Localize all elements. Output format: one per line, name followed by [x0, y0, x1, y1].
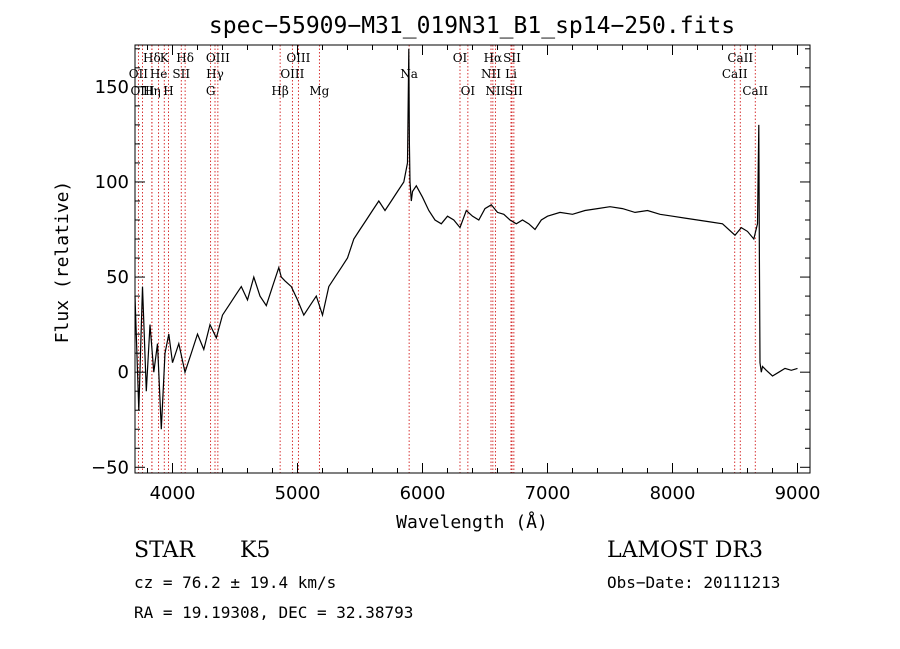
marker-label-3: K	[160, 51, 170, 65]
x-axis-label: Wavelength (Å)	[396, 511, 548, 533]
y-tick-label-3: 100	[95, 172, 129, 193]
marker-label-15: Mg	[309, 84, 329, 98]
survey-name: LAMOST DR3	[607, 538, 763, 563]
marker-label-4: He	[150, 67, 168, 81]
y-axis-label: Flux (relative)	[52, 181, 73, 344]
marker-label-21: NII	[481, 67, 501, 81]
marker-label-2: OIII	[130, 84, 154, 98]
y-tick-label-2: 50	[106, 267, 129, 288]
y-tick-label-1: 0	[118, 362, 129, 383]
x-tick-label-4: 8000	[650, 483, 696, 504]
x-tick-label-0: 4000	[150, 483, 196, 504]
y-axis-ticks: −50 0 50 100 150	[91, 48, 810, 478]
x-tick-label-1: 5000	[275, 483, 321, 504]
marker-label-19: Hα	[484, 51, 503, 65]
plot-frame	[134, 44, 811, 474]
emission-line-markers	[137, 45, 756, 473]
x-tick-label-3: 7000	[525, 483, 571, 504]
marker-label-12: OIII	[286, 51, 310, 65]
marker-label-22: Li	[505, 67, 517, 81]
marker-label-27: CaII	[742, 84, 768, 98]
marker-label-8: Hδ	[176, 51, 194, 65]
marker-label-17: OI	[453, 51, 468, 65]
subclass: K5	[240, 538, 271, 563]
marker-label-25: CaII	[727, 51, 753, 65]
marker-label-5: Hη	[143, 84, 161, 98]
marker-label-0: Hδ	[143, 51, 161, 65]
marker-label-13: OIII	[280, 67, 304, 81]
object-class: STAR	[134, 538, 195, 563]
marker-label-20: SII	[503, 51, 521, 65]
marker-label-7: H	[163, 84, 173, 98]
marker-label-23: NII	[485, 84, 505, 98]
marker-label-24: SII	[505, 84, 523, 98]
y-tick-label-0: −50	[91, 457, 129, 478]
observation-date: Obs−Date: 20111213	[607, 573, 781, 592]
spectrum-line	[134, 48, 798, 430]
marker-label-18: OI	[461, 84, 476, 98]
marker-label-26: CaII	[722, 67, 748, 81]
x-axis-ticks: 4000 5000 6000 7000 8000 9000	[147, 45, 821, 504]
marker-label-14: Hβ	[271, 84, 288, 98]
ra-dec-coordinates: RA = 19.19308, DEC = 32.38793	[134, 603, 414, 622]
marker-label-6: SII	[172, 67, 190, 81]
chart-title: spec−55909−M31_019N31_B1_sp14−250.fits	[209, 13, 735, 39]
x-tick-label-2: 6000	[400, 483, 446, 504]
marker-label-11: G	[206, 84, 216, 98]
marker-label-1: OII	[129, 67, 149, 81]
emission-line-labels: Hδ OII OIII K He Hη SII H Hδ OIII Hγ G OIII OIII Hβ Mg N…	[129, 51, 769, 98]
redshift-cz: cz = 76.2 ± 19.4 km/s	[134, 573, 337, 592]
x-tick-label-5: 9000	[775, 483, 821, 504]
y-tick-label-4: 150	[95, 77, 129, 98]
marker-label-9: OIII	[206, 51, 230, 65]
marker-label-10: Hγ	[206, 67, 224, 81]
